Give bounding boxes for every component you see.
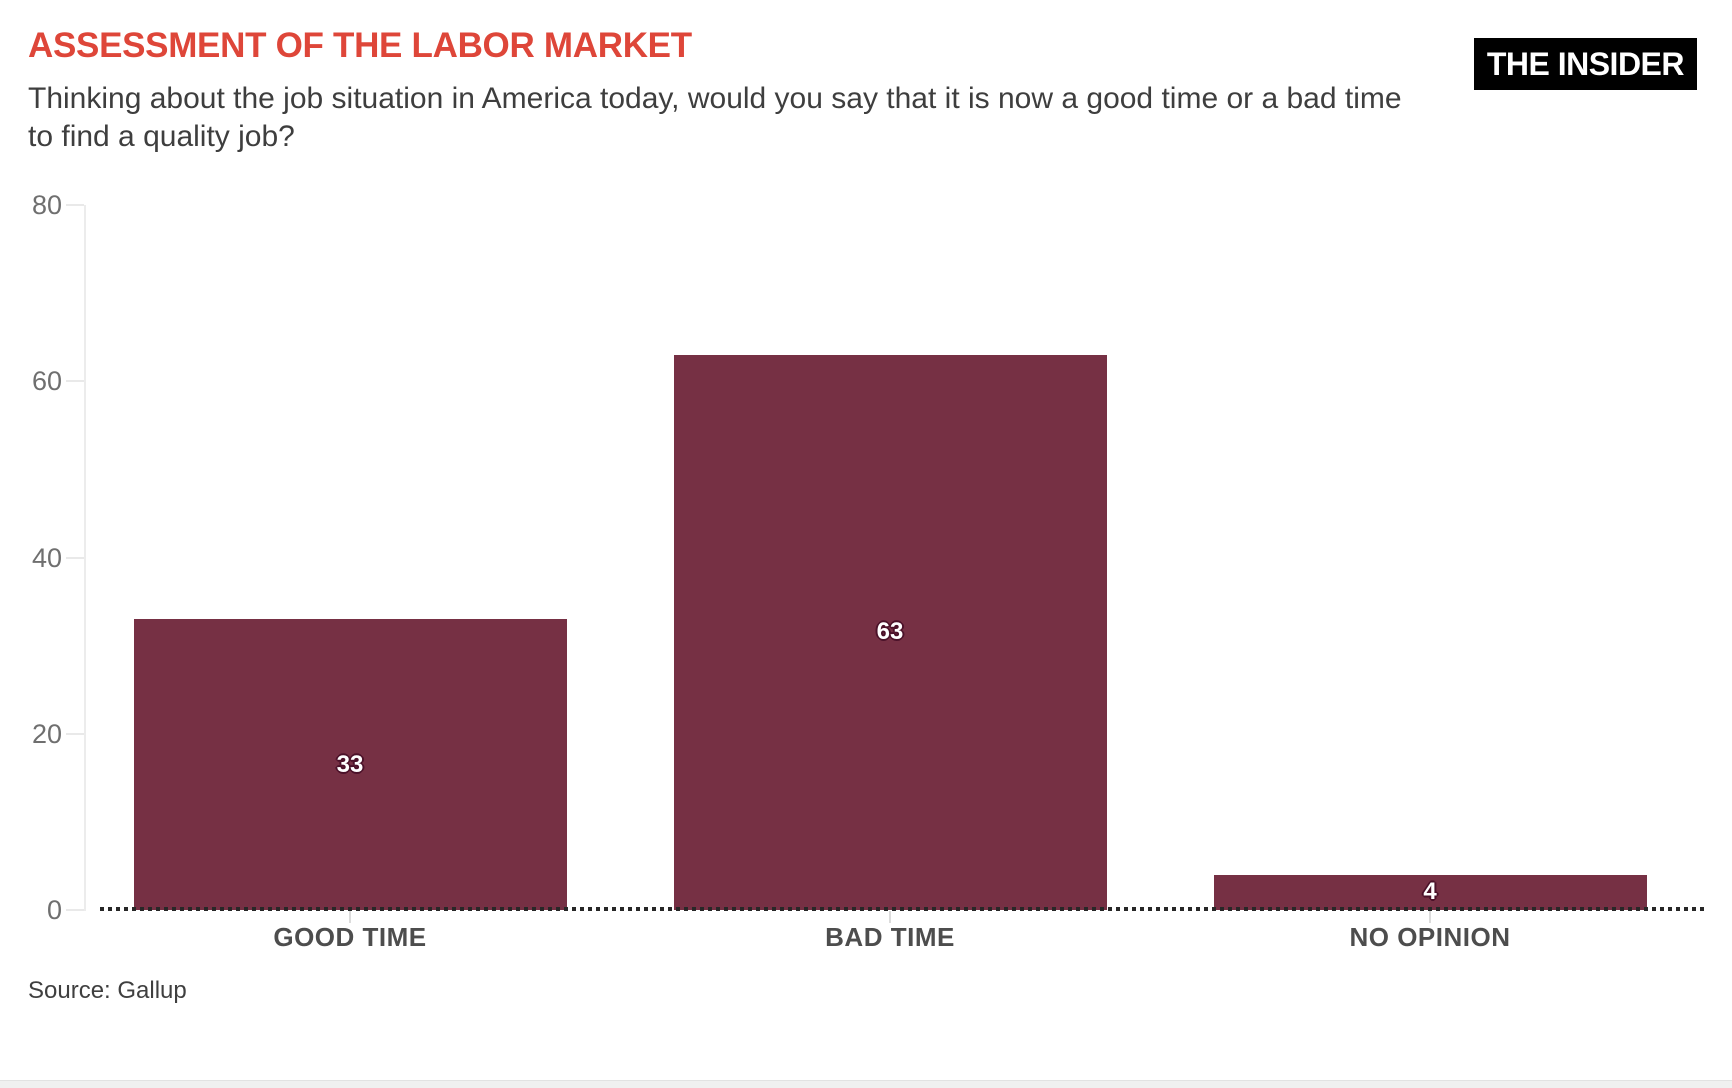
chart-title: ASSESSMENT OF THE LABOR MARKET xyxy=(28,26,692,65)
bottom-divider xyxy=(0,1080,1732,1088)
x-axis-category-label: BAD TIME xyxy=(825,922,955,952)
bar xyxy=(133,619,567,910)
bar-value-label: 33 xyxy=(336,750,364,778)
bar xyxy=(1213,874,1647,910)
y-axis-tick-label: 80 xyxy=(31,190,62,220)
y-axis-tick xyxy=(66,556,84,559)
y-axis-tick-label: 40 xyxy=(31,542,62,573)
x-axis-category-tick xyxy=(889,911,891,923)
bar xyxy=(673,354,1107,910)
x-axis-baseline xyxy=(100,907,1706,911)
bar-value-label: 4 xyxy=(1423,878,1437,906)
y-axis-tick xyxy=(66,732,84,735)
y-axis-tick xyxy=(66,204,84,206)
x-axis-category-tick xyxy=(1429,911,1431,923)
y-axis-tick-label: 20 xyxy=(31,718,62,749)
chart-subtitle: Thinking about the job situation in Amer… xyxy=(28,80,1402,156)
y-axis-tick xyxy=(66,909,84,911)
y-axis-tick xyxy=(66,380,84,383)
bar-value-label: 63 xyxy=(876,618,904,646)
source-attribution: Source: Gallup xyxy=(28,977,187,1004)
x-axis-category-label: GOOD TIME xyxy=(273,922,427,952)
publisher-logo: THE INSIDER xyxy=(1473,38,1697,90)
y-axis-tick-label: 0 xyxy=(46,895,62,925)
y-axis-tick-label: 60 xyxy=(31,366,62,397)
y-axis-line xyxy=(84,205,86,911)
x-axis-category-label: NO OPINION xyxy=(1349,922,1511,952)
subtitle-line-2: to find a quality job? xyxy=(28,120,295,153)
subtitle-line-1: Thinking about the job situation in Amer… xyxy=(28,82,1402,115)
x-axis-category-tick xyxy=(349,911,351,923)
